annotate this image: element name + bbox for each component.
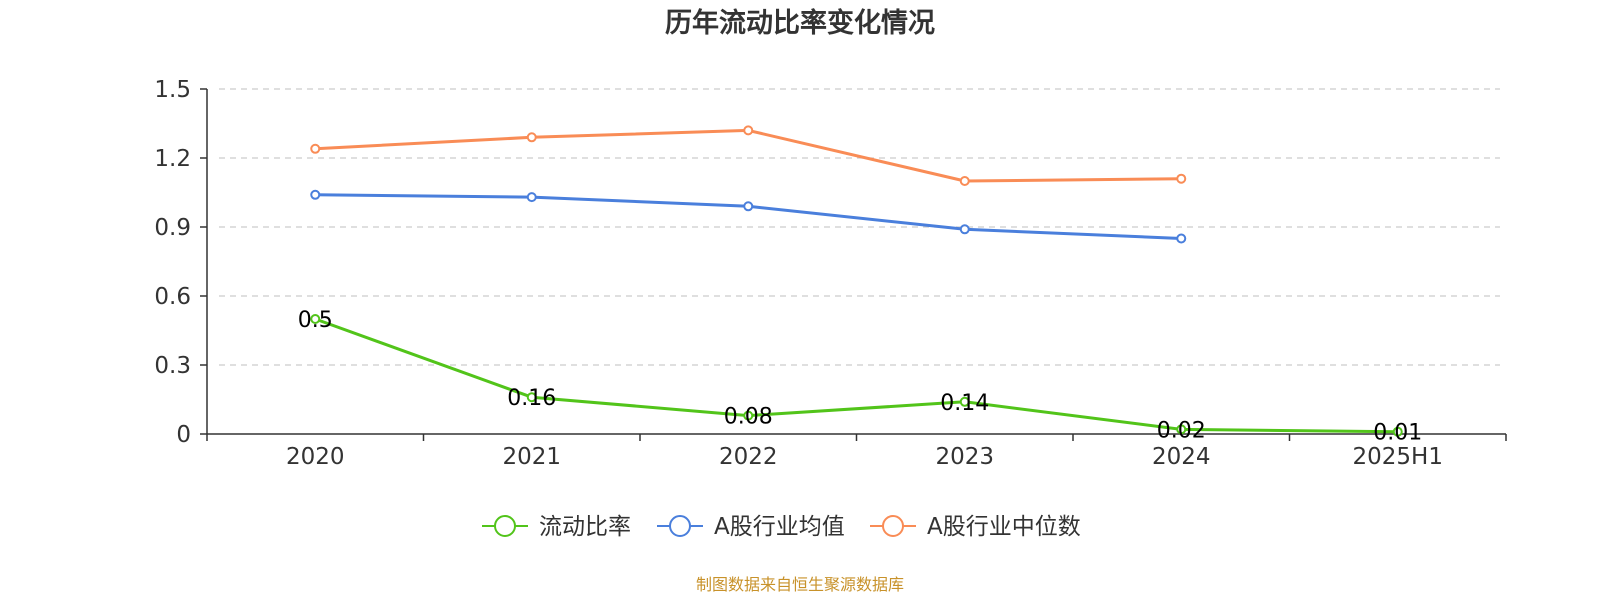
data-point[interactable] [743, 125, 754, 136]
data-point[interactable] [310, 314, 321, 324]
legend-marker-icon [669, 515, 691, 537]
legend-label: A股行业中位数 [927, 514, 1081, 540]
chart-title: 历年流动比率变化情况 [665, 7, 935, 39]
series-line [313, 317, 1400, 434]
data-label: 0.08 [724, 405, 773, 430]
data-point[interactable] [526, 392, 537, 403]
data-point[interactable] [310, 143, 321, 154]
legend-marker-icon [494, 515, 516, 537]
y-tick-label: 0.6 [154, 284, 191, 310]
y-tick-label: 0 [176, 422, 191, 448]
data-point[interactable] [959, 176, 970, 186]
source-note: 制图数据来自恒生聚源数据库 [696, 575, 904, 594]
grid-lines [219, 88, 1500, 366]
data-point[interactable] [743, 410, 754, 421]
data-point[interactable] [743, 201, 754, 212]
y-tick-label: 1.2 [154, 146, 191, 172]
data-point[interactable] [526, 132, 537, 143]
x-tick-label: 2022 [719, 444, 778, 470]
series-lines [310, 125, 1403, 437]
data-point[interactable] [1176, 424, 1187, 435]
legend-item-2[interactable]: A股行业中位数 [870, 514, 1081, 540]
x-tick-label: 2021 [502, 444, 561, 470]
data-point[interactable] [526, 192, 537, 203]
legend-marker-icon [882, 515, 904, 537]
data-point[interactable] [1176, 233, 1187, 244]
data-label: 0.01 [1373, 421, 1422, 446]
legend-item-0[interactable]: 流动比率 [482, 514, 631, 540]
data-point[interactable] [1392, 426, 1403, 437]
y-tick-label: 0.3 [154, 353, 191, 379]
y-tick-label: 1.5 [154, 77, 191, 103]
legend-label: A股行业均值 [714, 514, 845, 540]
data-label: 0.16 [507, 386, 556, 411]
legend-label: 流动比率 [539, 514, 631, 540]
series-0 [310, 314, 1403, 437]
data-point[interactable] [1176, 173, 1187, 184]
data-point[interactable] [959, 396, 970, 407]
y-tick-label: 0.9 [154, 215, 191, 241]
data-label: 0.02 [1157, 418, 1206, 443]
legend-item-1[interactable]: A股行业均值 [657, 514, 845, 540]
series-line [313, 128, 1183, 183]
data-point[interactable] [959, 224, 970, 235]
x-tick-label: 2024 [1152, 444, 1211, 470]
series-1 [310, 189, 1187, 244]
data-label: 0.14 [940, 391, 989, 416]
x-tick-label: 2020 [286, 444, 345, 470]
data-labels: 0.5 0.16 0.08 0.14 0.02 0.01 [298, 308, 1422, 446]
series-2 [310, 125, 1187, 186]
x-tick-label: 2023 [935, 444, 994, 470]
x-tick-label: 2025H1 [1353, 444, 1443, 470]
axes: 0 0.3 0.6 0.9 1.2 1.5 2020 2021 2022 2023 2024 2025… [154, 77, 1507, 470]
data-label: 0.5 [298, 308, 333, 333]
data-point[interactable] [310, 189, 321, 200]
legend[interactable]: 流动比率 A股行业均值 A股行业中位数 [482, 514, 1081, 540]
